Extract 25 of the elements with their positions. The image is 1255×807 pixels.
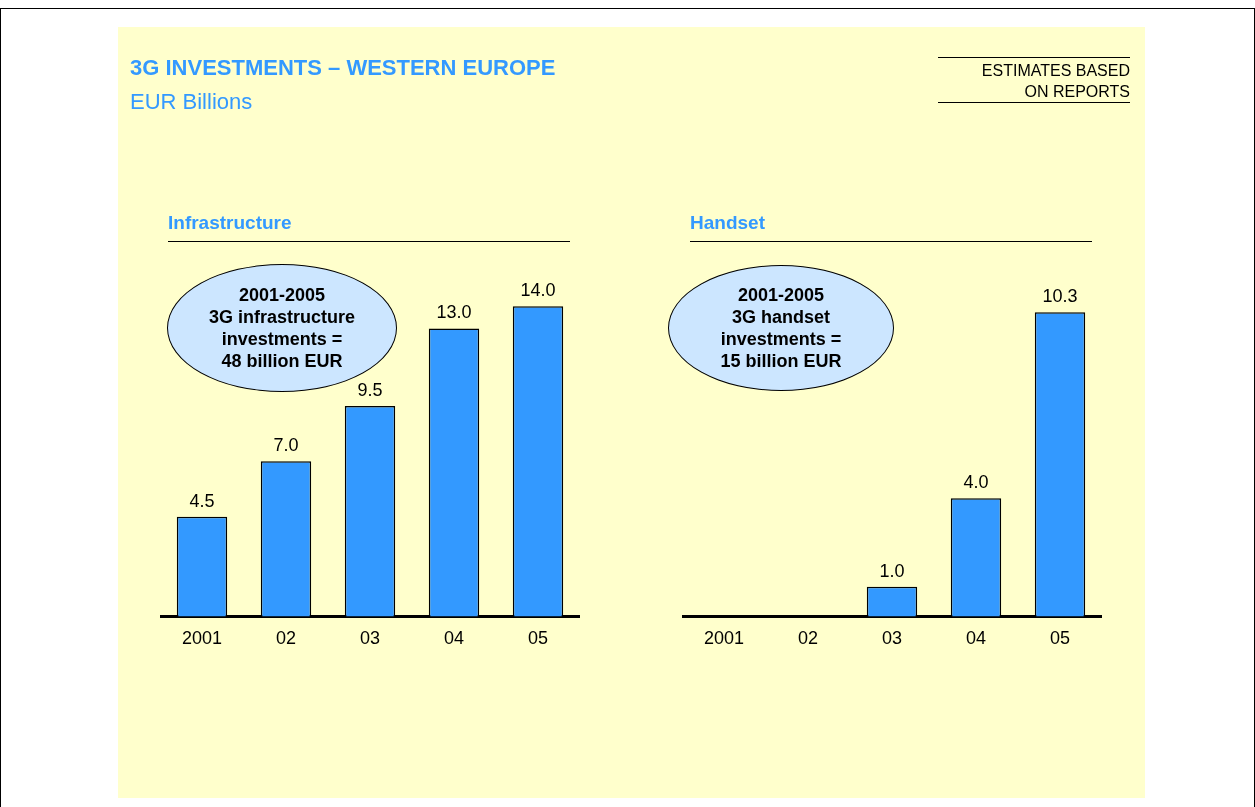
x-tick-label: 04: [965, 628, 987, 649]
data-label: 14.0: [520, 280, 556, 301]
data-label: 4.5: [189, 490, 215, 511]
x-tick-label: 02: [797, 628, 819, 649]
data-label: 7.0: [273, 435, 299, 456]
data-label: 13.0: [436, 302, 472, 323]
data-label: 1.0: [879, 560, 905, 581]
chart-title: Handset: [690, 212, 1092, 242]
x-tick-label: 05: [1049, 628, 1071, 649]
text: EUR Billions: [130, 89, 253, 115]
x-tick-label: 2001: [703, 628, 745, 649]
annotation: 2001-2005 3G handset investments = 15 billion EUR: [720, 284, 842, 372]
text: 3G INVESTMENTS – WESTERN EUROPE: [130, 55, 556, 81]
x-tick-label: 02: [275, 628, 297, 649]
x-tick-label: 04: [443, 628, 465, 649]
text: ESTIMATES BASED ON REPORTS: [938, 57, 1130, 103]
chart-title: Infrastructure: [168, 212, 570, 242]
x-tick-label: 03: [359, 628, 381, 649]
data-label: 10.3: [1042, 286, 1078, 307]
x-tick-label: 05: [527, 628, 549, 649]
data-label: 9.5: [357, 379, 383, 400]
x-tick-label: 03: [881, 628, 903, 649]
x-tick-label: 2001: [181, 628, 223, 649]
data-label: 4.0: [963, 472, 989, 493]
annotation: 2001-2005 3G infrastructure investments = 48 billion EUR: [208, 284, 356, 372]
